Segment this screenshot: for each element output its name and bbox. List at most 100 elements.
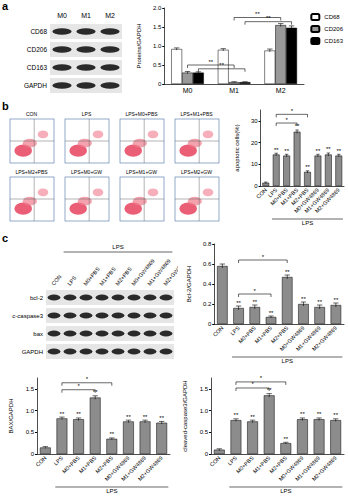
svg-text:CD68: CD68 — [30, 28, 47, 35]
svg-text:**: ** — [285, 269, 290, 275]
svg-text:**: ** — [159, 415, 164, 421]
svg-text:*: * — [262, 254, 265, 260]
svg-text:**: ** — [317, 299, 322, 305]
svg-text:cleaved-caspase3/GAPDH: cleaved-caspase3/GAPDH — [182, 380, 188, 451]
svg-text:**: ** — [109, 431, 114, 437]
svg-text:apoptotic cells(%): apoptotic cells(%) — [234, 124, 240, 171]
svg-text:**: ** — [274, 147, 279, 153]
svg-text:LPS+M0+GW: LPS+M0+GW — [71, 169, 102, 175]
svg-text:c-caspase3: c-caspase3 — [12, 313, 43, 319]
svg-text:LPS+M0+PBS: LPS+M0+PBS — [125, 111, 158, 117]
svg-text:LPS: LPS — [229, 325, 241, 337]
svg-text:M2: M2 — [105, 12, 115, 19]
svg-text:bcl-2: bcl-2 — [30, 295, 44, 301]
svg-text:1.5: 1.5 — [153, 24, 162, 30]
svg-text:*: * — [77, 383, 80, 389]
svg-text:0: 0 — [158, 81, 162, 87]
svg-text:**: ** — [143, 414, 148, 420]
svg-text:LPS+M2+PBS: LPS+M2+PBS — [15, 169, 48, 175]
svg-text:M2: M2 — [276, 87, 286, 94]
svg-text:1.0: 1.0 — [200, 408, 209, 414]
svg-text:**: ** — [326, 146, 331, 152]
svg-text:0: 0 — [205, 451, 209, 457]
svg-text:CON: CON — [50, 273, 62, 286]
svg-text:CD163: CD163 — [324, 38, 343, 44]
svg-text:GAPDH: GAPDH — [24, 82, 47, 89]
svg-text:**: ** — [317, 411, 322, 417]
svg-text:1.5: 1.5 — [200, 386, 209, 392]
svg-text:**: ** — [250, 414, 255, 420]
svg-text:0: 0 — [254, 183, 258, 189]
svg-text:CON: CON — [26, 111, 38, 117]
svg-text:1.0: 1.0 — [153, 43, 162, 49]
svg-text:M1: M1 — [81, 12, 91, 19]
svg-text:*: * — [251, 381, 254, 387]
svg-text:CON: CON — [209, 455, 222, 468]
svg-text:*: * — [260, 375, 263, 381]
svg-text:**: ** — [252, 299, 257, 305]
svg-text:**: ** — [301, 296, 306, 302]
svg-text:**: ** — [60, 411, 65, 417]
svg-text:CD206: CD206 — [27, 46, 48, 53]
svg-text:30: 30 — [251, 118, 258, 124]
svg-text:**: ** — [316, 148, 321, 154]
svg-text:0: 0 — [31, 451, 35, 457]
svg-text:**: ** — [295, 123, 300, 129]
svg-text:0.6: 0.6 — [203, 261, 212, 267]
svg-text:M2+GW4869: M2+GW4869 — [162, 258, 178, 287]
svg-text:CON: CON — [212, 325, 225, 338]
svg-text:**: ** — [336, 148, 341, 154]
svg-text:0.4: 0.4 — [203, 281, 212, 287]
svg-text:**: ** — [305, 164, 310, 170]
svg-text:**: ** — [283, 436, 288, 442]
svg-text:0.5: 0.5 — [153, 62, 162, 68]
svg-text:LPS: LPS — [282, 358, 293, 364]
svg-text:**: ** — [234, 412, 239, 418]
svg-text:LPS+M2+GW: LPS+M2+GW — [181, 169, 212, 175]
svg-text:Bcl-2/GAPDH: Bcl-2/GAPDH — [186, 266, 192, 303]
svg-text:LPS+M1+PBS: LPS+M1+PBS — [180, 111, 213, 117]
svg-text:CD68: CD68 — [324, 14, 340, 20]
svg-text:LPS: LPS — [280, 488, 291, 494]
svg-text:Proteins/GAPDH: Proteins/GAPDH — [136, 23, 142, 68]
svg-text:CON: CON — [35, 455, 48, 468]
svg-text:**: ** — [333, 412, 338, 418]
svg-text:*: * — [285, 117, 288, 123]
svg-text:**: ** — [93, 389, 98, 395]
svg-text:LPS: LPS — [66, 275, 77, 287]
svg-text:10: 10 — [251, 161, 258, 167]
svg-text:CD206: CD206 — [324, 26, 343, 32]
svg-text:GAPDH: GAPDH — [22, 349, 43, 355]
svg-text:1.5: 1.5 — [26, 386, 35, 392]
svg-text:LPS: LPS — [226, 455, 238, 467]
svg-text:**: ** — [76, 411, 81, 417]
svg-text:20: 20 — [251, 140, 258, 146]
svg-text:0.2: 0.2 — [203, 301, 212, 307]
svg-text:LPS+M1+GW: LPS+M1+GW — [126, 169, 157, 175]
svg-text:**: ** — [236, 300, 241, 306]
svg-text:**: ** — [255, 11, 260, 17]
svg-text:LPS: LPS — [302, 220, 313, 226]
svg-text:LPS: LPS — [112, 244, 123, 250]
svg-text:2.0: 2.0 — [153, 5, 162, 11]
svg-text:0.5: 0.5 — [200, 429, 209, 435]
svg-text:**: ** — [266, 15, 271, 21]
svg-text:LPS: LPS — [82, 111, 92, 117]
svg-text:CD163: CD163 — [27, 64, 48, 71]
svg-text:**: ** — [334, 297, 339, 303]
svg-text:0: 0 — [208, 321, 212, 327]
svg-text:M2+GW4869: M2+GW4869 — [314, 187, 341, 214]
svg-text:**: ** — [300, 411, 305, 417]
svg-text:**: ** — [208, 59, 213, 65]
svg-text:*: * — [291, 108, 294, 114]
svg-text:M2+GW4869: M2+GW4869 — [311, 455, 338, 482]
svg-text:CON: CON — [255, 187, 268, 200]
svg-text:M0: M0 — [57, 12, 67, 19]
svg-text:BAX/GAPDH: BAX/GAPDH — [8, 398, 14, 433]
svg-text:LPS: LPS — [106, 488, 117, 494]
svg-text:*: * — [86, 376, 89, 382]
svg-text:**: ** — [284, 148, 289, 154]
svg-text:**: ** — [126, 414, 131, 420]
svg-text:*: * — [254, 288, 257, 294]
svg-text:bax: bax — [33, 331, 43, 337]
